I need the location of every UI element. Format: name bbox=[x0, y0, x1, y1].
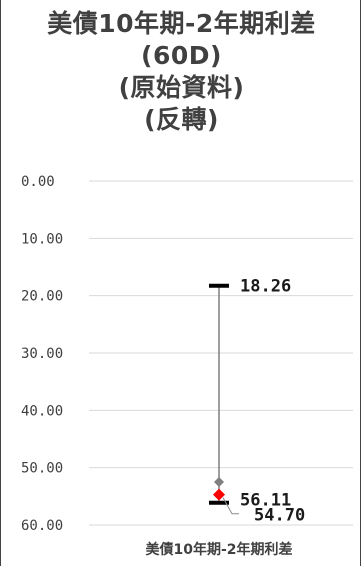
y-tick-label: 0.00 bbox=[21, 174, 55, 190]
x-category-label: 美債10年期-2年期利差 bbox=[145, 541, 292, 558]
y-tick-label: 40.00 bbox=[21, 403, 63, 419]
current-marker bbox=[213, 488, 225, 501]
median-marker bbox=[214, 477, 224, 487]
y-tick-label: 60.00 bbox=[21, 518, 63, 534]
y-tick-label: 10.00 bbox=[21, 231, 63, 247]
chart-title-line-2: (60D) bbox=[141, 41, 222, 70]
y-tick-label: 20.00 bbox=[21, 289, 63, 305]
low-value-label: 56.11 bbox=[240, 491, 291, 511]
y-tick-label: 30.00 bbox=[21, 346, 63, 362]
high-value-label: 18.26 bbox=[240, 277, 291, 297]
chart-title-line-1: 美債10年期-2年期利差 bbox=[47, 9, 316, 38]
current-value-label: 54.70 bbox=[254, 506, 305, 526]
current-label-leader bbox=[222, 497, 239, 515]
chart-title-line-4: (反轉) bbox=[144, 105, 219, 134]
y-tick-label: 50.00 bbox=[21, 461, 63, 477]
chart-title-line-3: (原始資料) bbox=[118, 73, 245, 102]
chart-title: 美債10年期-2年期利差 (60D) (原始資料) (反轉) bbox=[1, 8, 361, 136]
